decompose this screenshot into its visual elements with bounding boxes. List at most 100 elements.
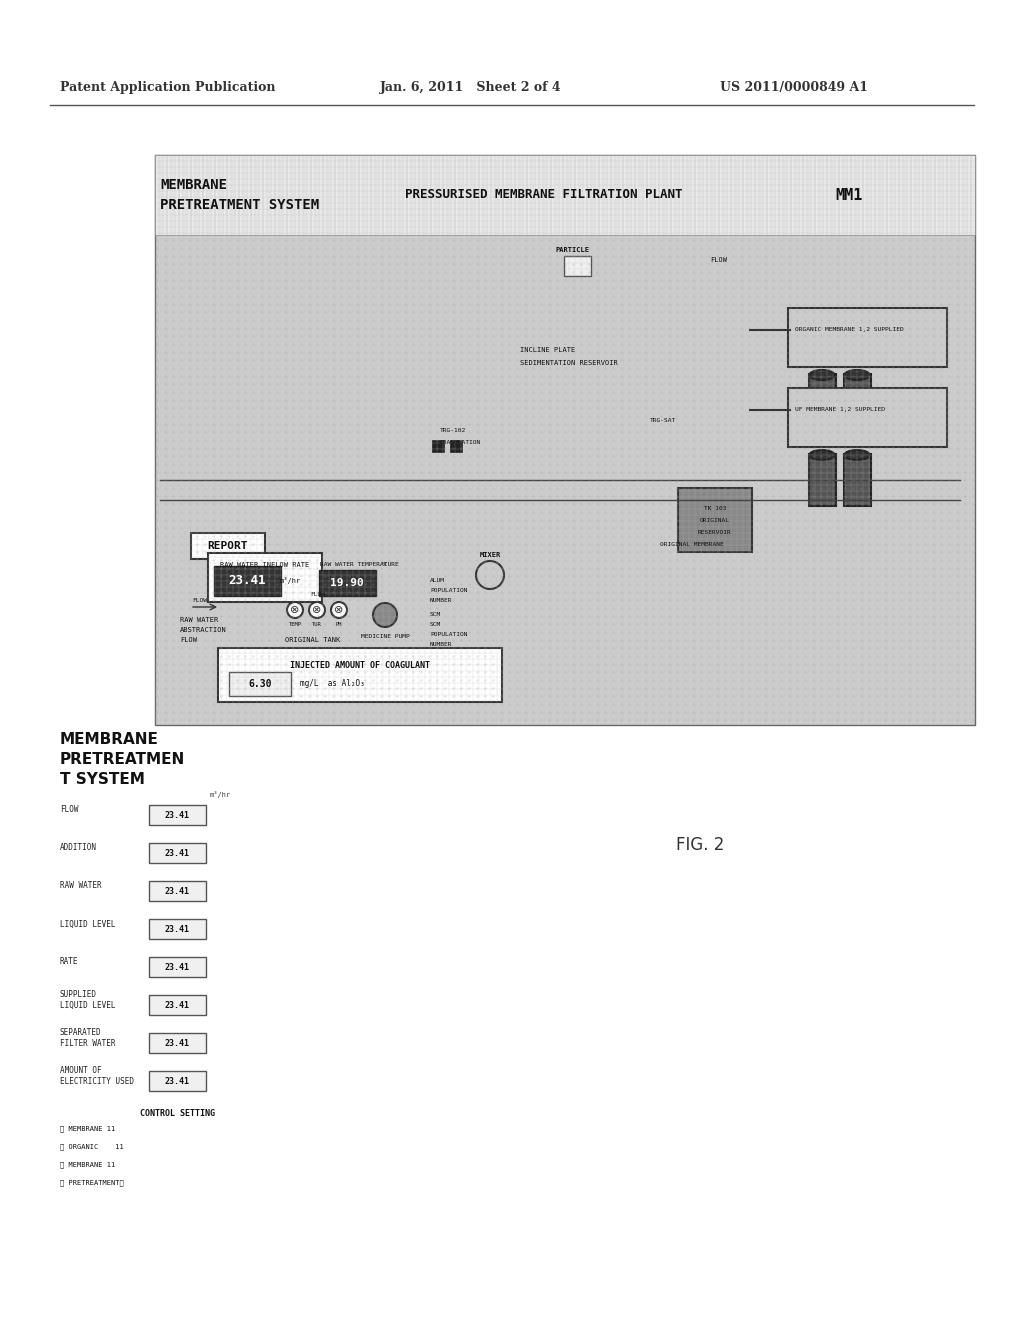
- FancyBboxPatch shape: [214, 566, 281, 597]
- Text: Jan. 6, 2011   Sheet 2 of 4: Jan. 6, 2011 Sheet 2 of 4: [380, 82, 561, 95]
- Text: PRESSURISED MEMBRANE FILTRATION PLANT: PRESSURISED MEMBRANE FILTRATION PLANT: [406, 189, 683, 202]
- FancyBboxPatch shape: [208, 553, 322, 602]
- Text: m³/hr: m³/hr: [210, 792, 231, 799]
- FancyBboxPatch shape: [319, 570, 376, 597]
- FancyBboxPatch shape: [788, 388, 947, 447]
- FancyBboxPatch shape: [150, 1034, 206, 1053]
- Text: FIG. 2: FIG. 2: [676, 836, 724, 854]
- FancyBboxPatch shape: [450, 440, 462, 451]
- FancyBboxPatch shape: [788, 308, 947, 367]
- Text: TEMP: TEMP: [289, 623, 301, 627]
- Text: ORIGINAL: ORIGINAL: [700, 517, 730, 523]
- Text: RAW WATER: RAW WATER: [180, 616, 218, 623]
- FancyBboxPatch shape: [678, 488, 752, 552]
- Text: 23.41: 23.41: [228, 574, 266, 587]
- FancyBboxPatch shape: [809, 454, 836, 506]
- Text: PRETREATMEN: PRETREATMEN: [60, 752, 185, 767]
- Text: FLOW: FLOW: [193, 598, 207, 603]
- Text: RATE: RATE: [60, 957, 79, 966]
- Text: ALUM: ALUM: [430, 578, 445, 582]
- Text: 23.41: 23.41: [165, 1039, 189, 1048]
- Text: 23.41: 23.41: [165, 810, 189, 820]
- Text: SEPARATED
FILTER WATER: SEPARATED FILTER WATER: [60, 1028, 116, 1048]
- Text: TRG-102: TRG-102: [440, 428, 466, 433]
- Text: RAW WATER TEMPERATURE: RAW WATER TEMPERATURE: [319, 562, 398, 568]
- FancyBboxPatch shape: [809, 374, 836, 426]
- Text: SEDIMENTATION RESERVOIR: SEDIMENTATION RESERVOIR: [520, 360, 617, 366]
- Text: INJECTED AMOUNT OF COAGULANT: INJECTED AMOUNT OF COAGULANT: [290, 660, 430, 669]
- Circle shape: [309, 602, 325, 618]
- Text: RAW WATER: RAW WATER: [60, 882, 101, 891]
- Text: ② ORGANIC    11: ② ORGANIC 11: [60, 1143, 124, 1150]
- Text: PH: PH: [336, 623, 342, 627]
- FancyBboxPatch shape: [150, 843, 206, 863]
- Text: TRG-SAT: TRG-SAT: [650, 417, 676, 422]
- Text: MEMBRANE: MEMBRANE: [60, 733, 159, 747]
- FancyBboxPatch shape: [432, 440, 444, 451]
- Text: MM1: MM1: [835, 187, 862, 202]
- Text: 23.41: 23.41: [165, 962, 189, 972]
- FancyBboxPatch shape: [844, 454, 871, 506]
- Text: Patent Application Publication: Patent Application Publication: [60, 82, 275, 95]
- Circle shape: [373, 603, 397, 627]
- Text: T SYSTEM: T SYSTEM: [60, 772, 144, 788]
- Text: ⊗: ⊗: [334, 605, 344, 615]
- Text: POPULATION: POPULATION: [430, 587, 468, 593]
- Text: 23.41: 23.41: [165, 924, 189, 933]
- Text: TK 103: TK 103: [703, 506, 726, 511]
- Text: ORIGINAL MEMBRANE: ORIGINAL MEMBRANE: [660, 543, 724, 548]
- Text: AMOUNT OF
ELECTRICITY USED: AMOUNT OF ELECTRICITY USED: [60, 1067, 134, 1085]
- Text: SCM: SCM: [430, 612, 441, 618]
- Text: COAGULATION: COAGULATION: [440, 440, 481, 445]
- Circle shape: [476, 561, 504, 589]
- FancyBboxPatch shape: [150, 1071, 206, 1092]
- Text: ① MEMBRANE 11: ① MEMBRANE 11: [60, 1126, 116, 1133]
- Text: MEDICINE PUMP: MEDICINE PUMP: [360, 635, 410, 639]
- Text: °C: °C: [380, 562, 387, 568]
- Circle shape: [287, 602, 303, 618]
- FancyBboxPatch shape: [150, 919, 206, 939]
- Text: PARTICLE: PARTICLE: [555, 247, 589, 253]
- Text: INCLINE PLATE: INCLINE PLATE: [520, 347, 575, 352]
- Text: NUMBER: NUMBER: [430, 643, 453, 648]
- FancyBboxPatch shape: [564, 256, 591, 276]
- FancyBboxPatch shape: [155, 154, 975, 235]
- Text: FLOW: FLOW: [180, 638, 197, 643]
- Text: ③ MEMBRANE 11: ③ MEMBRANE 11: [60, 1162, 116, 1168]
- Text: SCM: SCM: [430, 623, 441, 627]
- Text: RAW WATER INFLOW RATE: RAW WATER INFLOW RATE: [220, 562, 309, 568]
- FancyBboxPatch shape: [150, 805, 206, 825]
- Text: ORGANIC MEMBRANE 1,2 SUPPLIED: ORGANIC MEMBRANE 1,2 SUPPLIED: [795, 327, 904, 333]
- Ellipse shape: [810, 450, 835, 459]
- Text: ORIGINAL TANK: ORIGINAL TANK: [285, 638, 340, 643]
- Text: 6.30: 6.30: [248, 678, 271, 689]
- FancyBboxPatch shape: [150, 995, 206, 1015]
- Text: 23.41: 23.41: [165, 1077, 189, 1085]
- FancyBboxPatch shape: [218, 648, 502, 702]
- Text: MIXER: MIXER: [480, 552, 502, 558]
- Text: RESERVOIR: RESERVOIR: [698, 529, 732, 535]
- FancyBboxPatch shape: [229, 672, 291, 696]
- Text: UF MEMBRANE 1,2 SUPPLIED: UF MEMBRANE 1,2 SUPPLIED: [795, 408, 885, 412]
- Text: TUR: TUR: [312, 623, 322, 627]
- Text: ⊗: ⊗: [312, 605, 322, 615]
- FancyBboxPatch shape: [191, 533, 265, 558]
- Text: PRETREATMENT SYSTEM: PRETREATMENT SYSTEM: [160, 198, 319, 213]
- Text: CONTROL SETTING: CONTROL SETTING: [140, 1110, 215, 1118]
- Circle shape: [331, 602, 347, 618]
- Text: 23.41: 23.41: [165, 849, 189, 858]
- Text: ④ PRETREATMENT①: ④ PRETREATMENT①: [60, 1180, 124, 1187]
- Text: m³/hr: m³/hr: [280, 578, 301, 585]
- Text: REPORT: REPORT: [208, 541, 248, 550]
- Text: US 2011/0000849 A1: US 2011/0000849 A1: [720, 82, 868, 95]
- Ellipse shape: [845, 450, 869, 459]
- Text: POPULATION: POPULATION: [430, 632, 468, 638]
- Text: FLOW: FLOW: [310, 593, 325, 598]
- Text: ADDITION: ADDITION: [60, 843, 97, 853]
- Text: FLOW: FLOW: [60, 805, 79, 814]
- Text: 23.41: 23.41: [165, 887, 189, 895]
- Text: ⊗: ⊗: [291, 605, 300, 615]
- Text: SUPPLIED
LIQUID LEVEL: SUPPLIED LIQUID LEVEL: [60, 990, 116, 1010]
- FancyBboxPatch shape: [150, 880, 206, 902]
- Text: LIQUID LEVEL: LIQUID LEVEL: [60, 920, 116, 928]
